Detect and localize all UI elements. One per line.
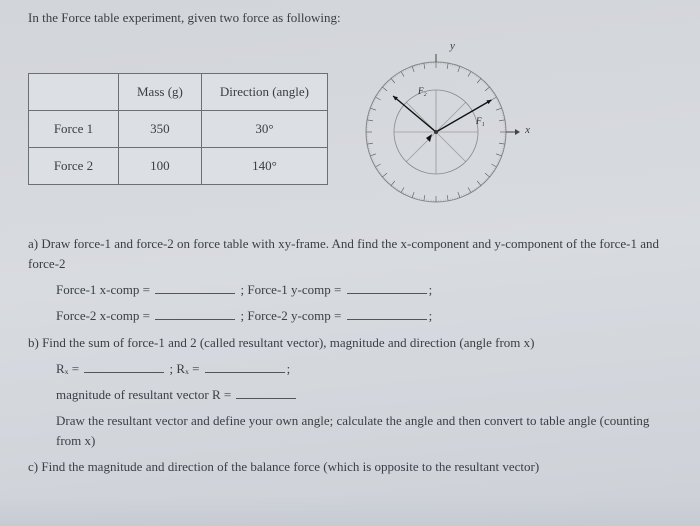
table-row: Force 1 350 30° <box>29 111 328 148</box>
table-row: Force 2 100 140° <box>29 148 328 185</box>
question-c: c) Find the magnitude and direction of t… <box>28 457 672 477</box>
intro-text: In the Force table experiment, given two… <box>28 10 672 26</box>
label-text: Rₓ = <box>56 361 79 376</box>
blank-field[interactable] <box>347 309 427 321</box>
x-axis-label: x <box>525 124 530 136</box>
blank-field[interactable] <box>205 361 285 373</box>
rx-line: Rₓ = ; Rₓ = ; <box>56 359 672 379</box>
table-header-cell: Direction (angle) <box>201 74 327 111</box>
table-header-cell <box>29 74 119 111</box>
force-dial-svg: F₁ F₂ <box>346 44 526 214</box>
table-header-row: Mass (g) Direction (angle) <box>29 74 328 111</box>
svg-text:F₂: F₂ <box>417 86 427 96</box>
worksheet-page: In the Force table experiment, given two… <box>0 0 700 526</box>
top-row: Mass (g) Direction (angle) Force 1 350 3… <box>28 44 672 214</box>
magnitude-line: magnitude of resultant vector R = <box>56 385 672 405</box>
label-text: magnitude of resultant vector R = <box>56 387 231 402</box>
draw-resultant-text: Draw the resultant vector and define you… <box>56 411 672 451</box>
force-table: Mass (g) Direction (angle) Force 1 350 3… <box>28 73 328 185</box>
force1-components-line: Force-1 x-comp = ; Force-1 y-comp = ; <box>56 280 672 300</box>
label-text: Force-1 x-comp = <box>56 282 150 297</box>
table-header-cell: Mass (g) <box>119 74 202 111</box>
svg-text:F₁: F₁ <box>475 116 485 126</box>
force2-components-line: Force-2 x-comp = ; Force-2 y-comp = ; <box>56 306 672 326</box>
blank-field[interactable] <box>347 283 427 295</box>
table-cell: Force 1 <box>29 111 119 148</box>
force-dial-wrap: y x F₁F₂ <box>346 44 526 214</box>
table-cell: 350 <box>119 111 202 148</box>
questions-body: a) Draw force-1 and force-2 on force tab… <box>28 234 672 477</box>
label-text: ; Force-1 y-comp = <box>240 282 341 297</box>
label-text: ; Force-2 y-comp = <box>240 308 341 323</box>
label-text: ; Rₓ = <box>170 361 200 376</box>
question-a: a) Draw force-1 and force-2 on force tab… <box>28 234 672 274</box>
table-cell: Force 2 <box>29 148 119 185</box>
blank-field[interactable] <box>155 283 235 295</box>
blank-field[interactable] <box>236 387 296 399</box>
y-axis-label: y <box>450 40 455 52</box>
question-b: b) Find the sum of force-1 and 2 (called… <box>28 333 672 353</box>
table-cell: 100 <box>119 148 202 185</box>
blank-field[interactable] <box>84 361 164 373</box>
label-text: Force-2 x-comp = <box>56 308 150 323</box>
table-cell: 140° <box>201 148 327 185</box>
blank-field[interactable] <box>155 309 235 321</box>
table-cell: 30° <box>201 111 327 148</box>
